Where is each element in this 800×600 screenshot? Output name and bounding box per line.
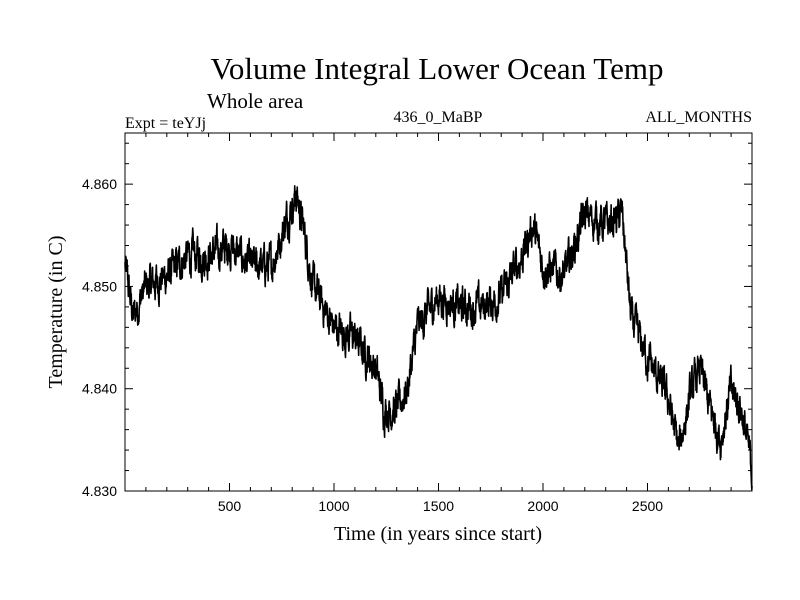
plot-area: 500 1000 1500 2000 2500 4.830 4.840 4.850 4.860 [82, 132, 753, 514]
y-tick-label: 4.850 [82, 278, 117, 294]
y-tick-label: 4.860 [82, 176, 117, 192]
y-axis-ticks: 4.830 4.840 4.850 4.860 [82, 142, 752, 499]
x-tick-label: 2000 [527, 498, 558, 514]
chart-title: Volume Integral Lower Ocean Temp [211, 51, 664, 86]
series-line [124, 184, 753, 491]
x-tick-label: 2500 [632, 498, 663, 514]
months-label: ALL_MONTHS [645, 109, 752, 126]
x-axis-ticks: 500 1000 1500 2000 2500 [145, 133, 732, 514]
period-label: 436_0_MaBP [394, 109, 483, 126]
experiment-label: Expt = teYJj [125, 115, 206, 132]
x-tick-label: 1500 [423, 498, 454, 514]
x-tick-label: 1000 [318, 498, 349, 514]
x-axis-label: Time (in years since start) [334, 523, 542, 545]
chart-subtitle: Whole area [207, 89, 304, 113]
series-group [124, 184, 753, 491]
x-tick-label: 500 [218, 498, 242, 514]
y-tick-label: 4.840 [82, 381, 117, 397]
y-axis-label: Temperature (in C) [45, 236, 67, 389]
y-tick-label: 4.830 [82, 483, 117, 499]
